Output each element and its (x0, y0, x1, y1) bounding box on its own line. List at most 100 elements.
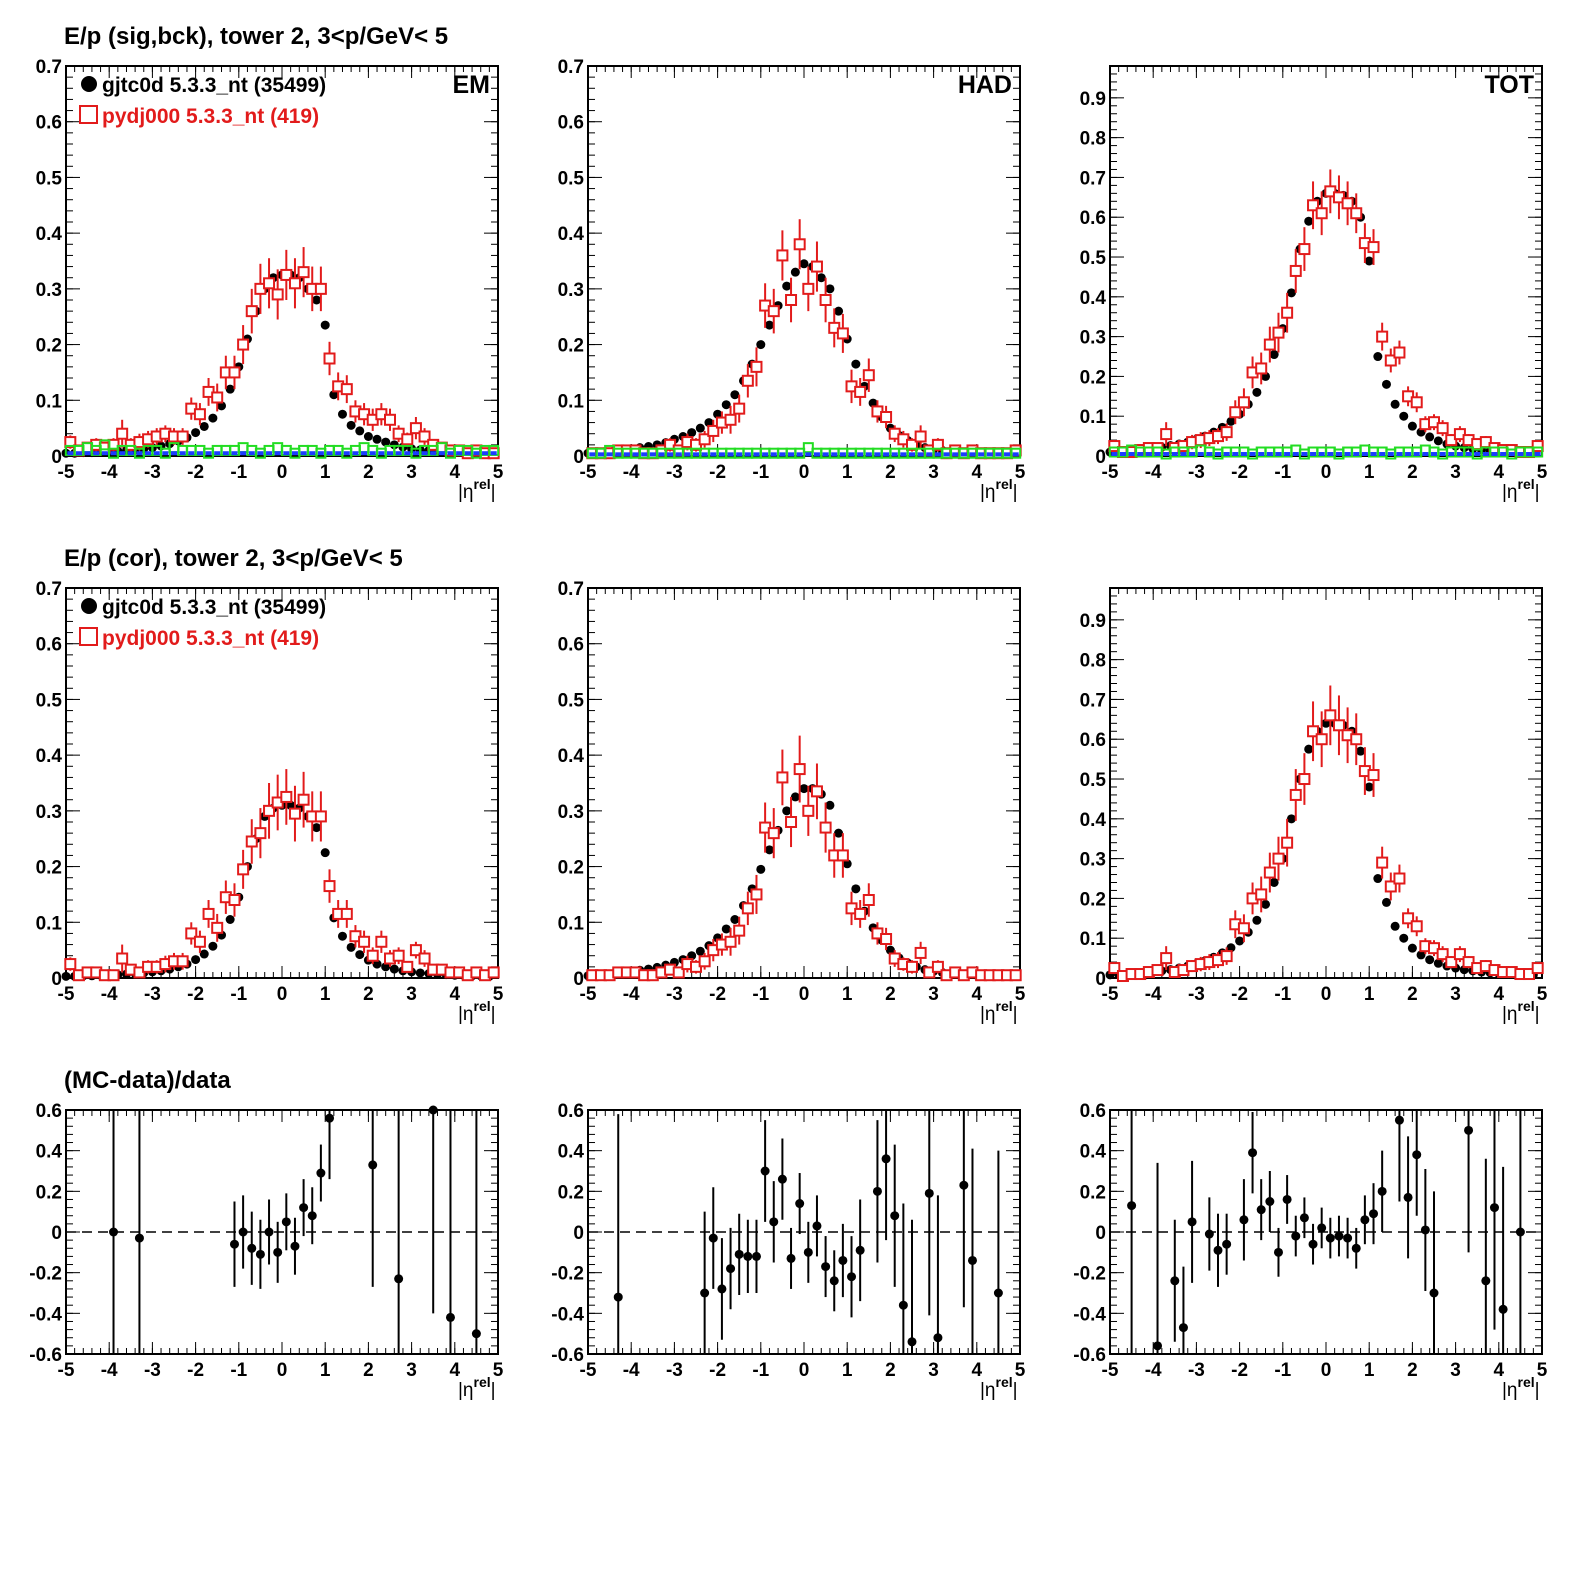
x-tick-label: -1 (752, 1360, 769, 1381)
y-tick-label: 0.5 (36, 690, 63, 711)
bck-blue-point (788, 452, 795, 457)
bck-blue-point (1128, 452, 1135, 457)
data-point (1381, 379, 1391, 389)
bck-blue-point (857, 452, 864, 457)
y-tick-label: -0.4 (1073, 1304, 1106, 1325)
bck-blue-point (1232, 452, 1239, 457)
data-point (1425, 432, 1435, 442)
x-tick-label: 2 (1407, 462, 1418, 483)
data-point (704, 418, 714, 428)
y-tick-label: 0 (51, 1223, 62, 1244)
mc-point (185, 927, 198, 940)
data-point (286, 800, 296, 810)
bck-blue-point (1387, 452, 1394, 457)
data-point (730, 915, 740, 924)
mc-point (724, 413, 737, 426)
y-tick-label: 0.7 (558, 579, 584, 600)
y-tick-label: 0.6 (36, 113, 62, 134)
x-axis-label: |ηrel| (980, 1374, 1018, 1401)
data-point (1407, 943, 1417, 953)
bck-blue-point (779, 452, 786, 457)
data-point (1416, 950, 1426, 960)
bck-blue-point (136, 451, 143, 456)
mc-point (228, 366, 241, 379)
series-ratio (109, 1105, 481, 1354)
legend: gjtc0d 5.3.3_nt (35499) pydj000 5.3.3_nt … (79, 596, 326, 650)
x-tick-label: -2 (709, 462, 726, 483)
x-tick-label: 1 (1364, 1360, 1375, 1381)
x-tick-label: 0 (1321, 1360, 1332, 1381)
panel-tag: TOT (1484, 71, 1534, 99)
ratio-point (445, 1312, 455, 1322)
ratio-point (307, 1211, 317, 1221)
bck-blue-point (291, 451, 298, 456)
bck-blue-point (430, 451, 437, 456)
x-tick-label: -4 (1145, 1360, 1162, 1381)
mc-point (176, 955, 189, 968)
mc-point (263, 277, 276, 290)
y-tick-label: 0.7 (36, 579, 62, 600)
bck-blue-point (1119, 452, 1126, 457)
bck-green-point (1532, 446, 1544, 458)
mc-point (384, 413, 396, 426)
ratio-point (1299, 1213, 1309, 1223)
row3-title: (MC-data)/data (64, 1067, 231, 1094)
series-data (583, 784, 1016, 981)
x-tick-label: -5 (1102, 462, 1119, 483)
data-point (687, 428, 697, 438)
ratio-point (898, 1300, 908, 1310)
data-point (199, 421, 209, 431)
bck-blue-point (222, 451, 229, 456)
series-bck_green (586, 442, 1022, 459)
ratio-point (1403, 1192, 1413, 1202)
mc-point (401, 960, 414, 973)
bck-blue-point (1197, 452, 1204, 457)
data-point (363, 432, 373, 441)
bck-blue-point (589, 452, 596, 457)
x-tick-label: 1 (320, 462, 331, 483)
x-tick-label: 1 (842, 984, 853, 1005)
y-tick-label: 0.5 (36, 168, 63, 189)
bck-blue-point (67, 451, 74, 456)
ratio-point (1291, 1231, 1301, 1241)
ratio-point (1273, 1247, 1283, 1257)
ratio-point (907, 1337, 917, 1347)
ratio-point (238, 1227, 248, 1237)
y-tick-label: 0 (51, 447, 62, 468)
mc-point (193, 935, 206, 948)
bck-blue-point (943, 452, 950, 457)
bck-blue-point (917, 452, 924, 457)
x-tick-label: 0 (277, 462, 288, 483)
bck-blue-point (387, 451, 393, 456)
x-tick-label: 3 (406, 984, 417, 1005)
y-tick-label: 0.3 (558, 280, 584, 301)
mc-point (906, 960, 918, 973)
data-point (764, 320, 774, 330)
mc-point (733, 402, 746, 415)
mc-point (64, 958, 77, 971)
y-tick-label: 0.8 (1080, 129, 1106, 150)
ratio-point (1515, 1227, 1525, 1237)
legend-data-label: gjtc0d 5.3.3_nt (35499) (102, 74, 326, 97)
x-tick-label: -1 (230, 984, 247, 1005)
y-tick-label: 0.9 (1080, 89, 1106, 110)
chart-panel-tot-sigbck: -5 -4 -3 -2 -1 0 1 2 3 4 5|ηrel| 0 0.1 0.2 0.3 0.4 0.5 0.… (1080, 65, 1548, 503)
x-tick-label: -3 (1188, 1360, 1205, 1381)
x-tick-label: 5 (493, 1360, 504, 1381)
x-tick-label: -2 (187, 462, 204, 483)
y-tick-label: 0.2 (1080, 889, 1106, 910)
y-tick-label: -0.6 (1073, 1345, 1106, 1366)
bck-blue-point (770, 452, 777, 457)
data-point (225, 915, 235, 924)
y-tick-label: -0.2 (551, 1264, 584, 1285)
y-tick-label: 0.4 (36, 1142, 63, 1163)
bck-blue-point (744, 452, 751, 457)
ratio-point (890, 1211, 900, 1221)
data-point (199, 949, 209, 959)
bck-blue-point (926, 452, 933, 457)
ratio-point (708, 1233, 718, 1243)
bck-blue-point (995, 452, 1002, 457)
y-tick-label: 0.2 (1080, 367, 1106, 388)
x-tick-label: -1 (752, 462, 769, 483)
mc-point (487, 966, 500, 979)
